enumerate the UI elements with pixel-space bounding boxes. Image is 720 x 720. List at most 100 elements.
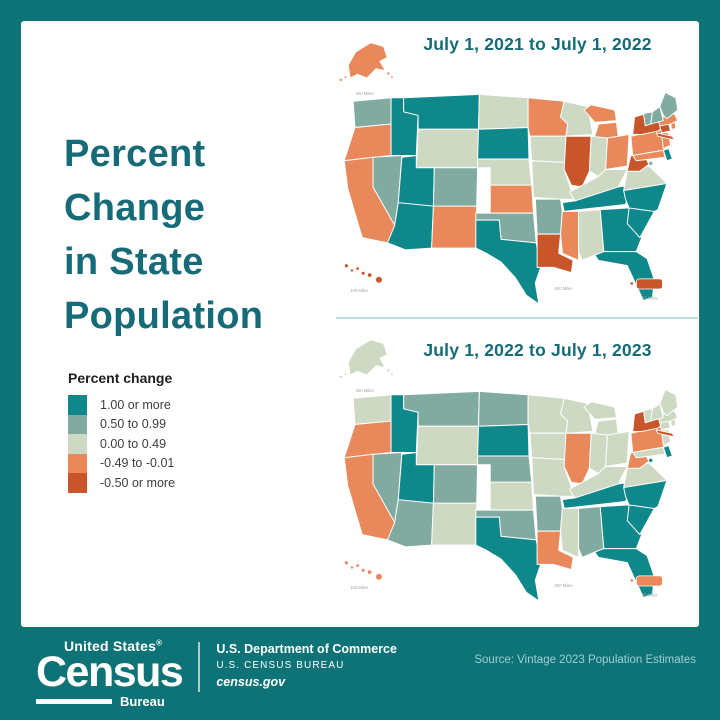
map-holder-2022-2023: 500 Miles 100 Miles 500 Miles 50 Miles [321,323,699,613]
state-hi-island [375,276,383,284]
state-nd [478,390,529,427]
state-oh [605,134,630,170]
state-hi-island [344,560,349,565]
state-hi-island [355,563,360,568]
state-ia [529,432,571,460]
state-nd [478,93,529,130]
state-nm [431,205,478,249]
page-title: Percent Change in State Population [64,133,264,337]
state-hi-island [350,565,354,570]
legend-swatch [68,453,87,473]
map-section-2022-2023: July 1, 2022 to July 1, 2023 500 Miles 10… [321,323,699,613]
state-ne [477,455,533,483]
state-fl [594,251,655,302]
logo-united-states: United States® [64,638,163,654]
state-ia [529,135,571,163]
state-tx [475,516,542,602]
state-dc [648,161,653,166]
scale-label-puerto-rico: 50 Miles [642,295,658,300]
state-hi-island [344,263,349,268]
logo-bureau-row: Bureau [36,694,182,709]
state-me [659,92,679,120]
us-choropleth-map-2021-2022: 500 Miles 100 Miles 500 Miles 50 Miles [339,42,679,305]
state-il [563,432,592,485]
state-ak-island [391,76,393,79]
section-divider [336,317,698,319]
state-or [343,420,392,459]
state-ak [347,42,388,79]
state-sd [477,424,530,457]
state-il [563,135,592,188]
state-ak-island [339,375,343,379]
state-nh [650,403,664,422]
state-md [632,446,666,459]
state-wa [352,394,392,426]
legend-swatch [68,434,87,454]
state-ak-island [339,78,343,82]
state-ny-long-island [655,429,675,438]
state-ak-island [344,373,347,376]
scale-label-hawaii: 100 Miles [350,585,368,590]
legend-label: -0.49 to -0.01 [100,456,175,471]
alaska-inset [339,42,393,82]
state-la [536,530,574,571]
map-holder-2021-2022: 500 Miles 100 Miles 500 Miles 50 Miles [321,26,699,316]
state-pr-island [630,282,634,285]
state-de [662,148,673,162]
department-block: U.S. Department of Commerce U.S. CENSUS … [216,642,397,689]
state-sd [477,127,530,160]
scale-label-main: 500 Miles [555,286,573,291]
dept-commerce-line: U.S. Department of Commerce [216,642,397,656]
state-mi-upper-peninsula [583,401,617,420]
map-title-2021-2022: July 1, 2021 to July 1, 2022 [423,34,652,54]
state-wa [352,97,392,129]
state-hi-island [367,569,372,575]
scale-label-puerto-rico: 50 Miles [642,592,658,597]
scale-label-hawaii: 100 Miles [350,288,368,293]
alaska-inset [339,339,393,379]
state-tx [475,219,542,305]
legend-swatch [68,395,87,415]
footer-divider [198,642,201,692]
state-ak-island [387,72,390,75]
legend-swatch [68,414,87,434]
state-hi-island [355,266,360,271]
content-panel: Percent Change in State Population Perce… [21,21,699,627]
source-note: Source: Vintage 2023 Population Estimate… [474,654,696,666]
state-nh [650,106,664,125]
state-hi-island [361,568,366,573]
state-hi-island [367,272,372,278]
state-ar [534,495,563,532]
state-md [632,149,666,162]
scale-label-main: 500 Miles [555,583,573,588]
registered-mark-icon: ® [156,638,163,648]
state-ak-island [391,373,393,376]
state-mi-upper-peninsula [583,104,617,123]
legend-label: 0.00 to 0.49 [100,436,167,451]
legend-item: -0.50 or more [68,473,175,493]
state-or [343,123,392,162]
state-hi-island [350,268,354,273]
state-wy [415,425,479,466]
logo-bureau: Bureau [120,694,165,709]
legend-item: 1.00 or more [68,395,175,415]
state-ms [560,507,580,558]
legend-label: -0.50 or more [100,475,176,490]
state-ak [347,339,388,376]
state-ak-island [387,369,390,372]
legend-label: 1.00 or more [100,397,171,412]
state-oh [605,431,630,467]
state-pr [636,278,663,290]
state-ny-long-island [655,132,675,141]
state-pr [636,575,663,587]
logo-underline-bar [36,699,112,704]
legend-item: 0.50 to 0.99 [68,414,175,434]
legend-title: Percent change [68,370,173,386]
state-pr-island [630,579,634,582]
legend-label: 0.50 to 0.99 [100,417,167,432]
legend-item: -0.49 to -0.01 [68,453,175,473]
state-hi-island [375,573,383,581]
census-bureau-logo: United States® Census Bureau [36,638,184,709]
state-ms [560,210,580,261]
state-co [432,464,479,504]
